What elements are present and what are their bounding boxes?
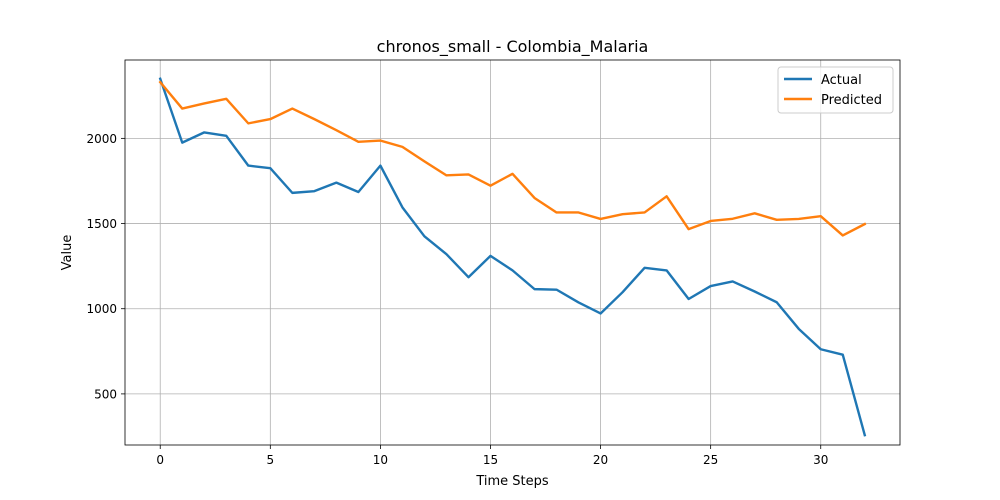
y-tick-label: 1000 <box>86 302 117 316</box>
grid <box>125 60 900 445</box>
x-tick-label: 25 <box>703 453 718 467</box>
x-tick-label: 30 <box>813 453 828 467</box>
legend-label-predicted: Predicted <box>821 93 882 108</box>
legend: Actual Predicted <box>777 66 894 114</box>
x-axis-label: Time Steps <box>475 474 549 489</box>
plot-frame <box>124 59 901 446</box>
series-line-predicted <box>158 80 867 237</box>
series-line-actual <box>158 77 867 437</box>
x-tick-label: 5 <box>266 453 274 467</box>
y-tick-label: 2000 <box>86 132 117 146</box>
x-tick-label: 10 <box>373 453 388 467</box>
y-axis-label: Value <box>60 235 75 271</box>
y-tick-label: 500 <box>94 387 117 401</box>
x-tick-label: 15 <box>483 453 498 467</box>
legend-label-actual: Actual <box>821 73 862 88</box>
x-tick-label: 20 <box>593 453 608 467</box>
x-tick-label: 0 <box>156 453 164 467</box>
y-tick-label: 1500 <box>86 217 117 231</box>
chart-title: chronos_small - Colombia_Malaria <box>377 37 649 57</box>
axis-ticks: 0 5 10 15 20 25 30 500 1000 1500 2000 <box>86 132 828 467</box>
series-lines <box>158 77 867 437</box>
